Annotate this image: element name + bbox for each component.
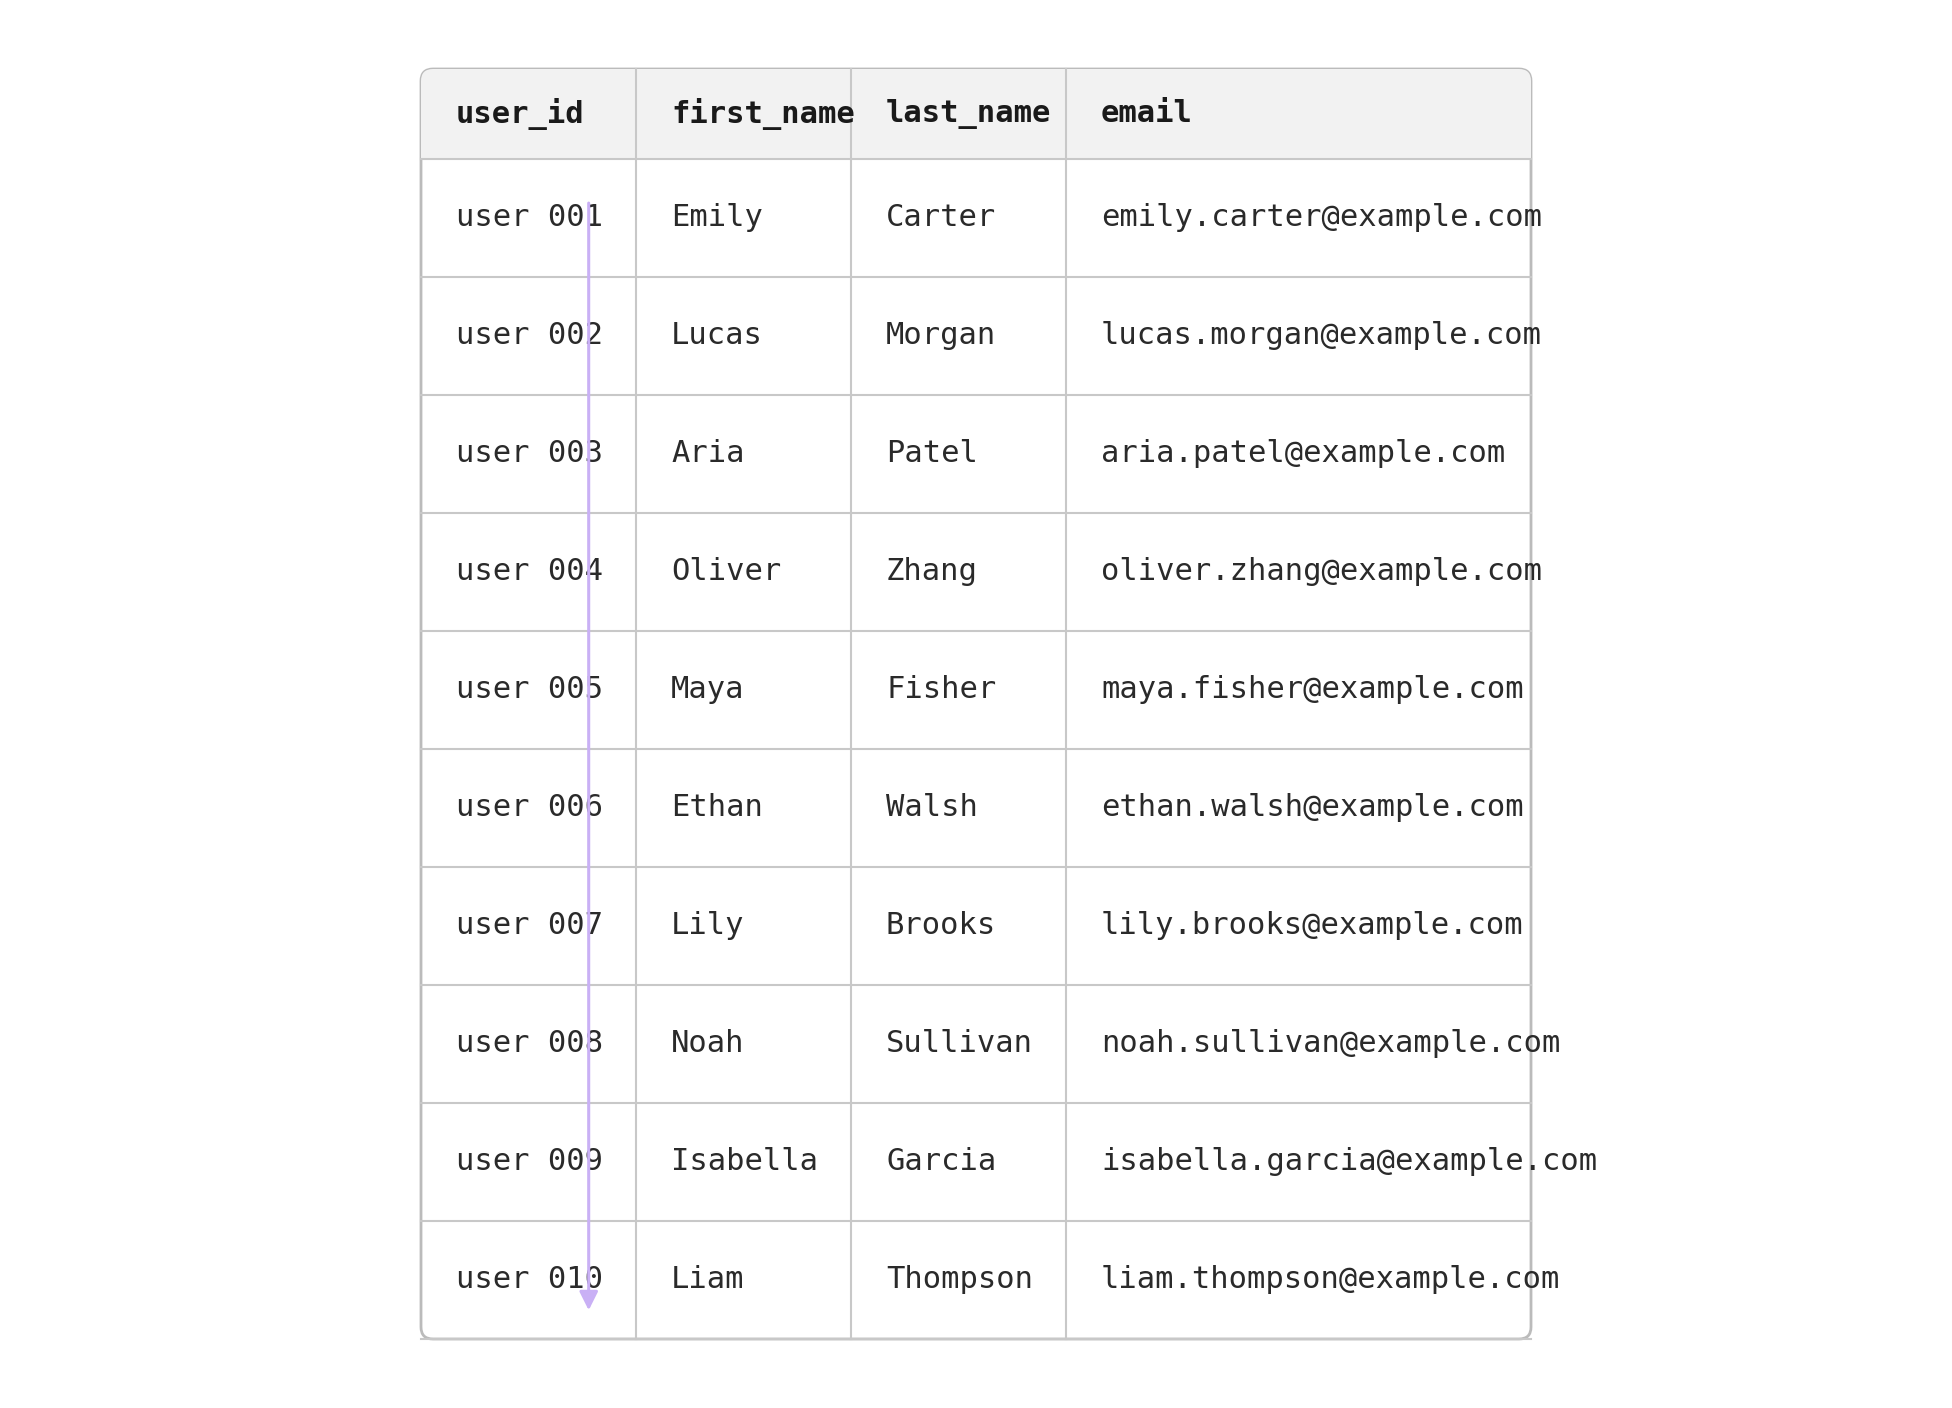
Text: Morgan: Morgan: [886, 321, 996, 351]
Text: Walsh: Walsh: [886, 794, 978, 822]
Text: user 005: user 005: [457, 676, 603, 704]
FancyBboxPatch shape: [422, 69, 1530, 1339]
Text: email: email: [1101, 100, 1193, 128]
Text: user 010: user 010: [457, 1266, 603, 1294]
Text: liam.thompson@example.com: liam.thompson@example.com: [1101, 1266, 1560, 1294]
Text: Maya: Maya: [671, 676, 744, 704]
Text: ethan.walsh@example.com: ethan.walsh@example.com: [1101, 794, 1525, 822]
Text: user 008: user 008: [457, 1029, 603, 1059]
Text: Liam: Liam: [671, 1266, 744, 1294]
Text: Zhang: Zhang: [886, 558, 978, 587]
Text: lily.brooks@example.com: lily.brooks@example.com: [1101, 911, 1525, 941]
Bar: [422, 114, 1530, 159]
Text: Brooks: Brooks: [886, 911, 996, 941]
Text: Isabella: Isabella: [671, 1148, 818, 1177]
Text: user 004: user 004: [457, 558, 603, 587]
Text: Emily: Emily: [671, 204, 763, 232]
Text: isabella.garcia@example.com: isabella.garcia@example.com: [1101, 1148, 1597, 1177]
Text: last_name: last_name: [886, 99, 1052, 130]
Text: Oliver: Oliver: [671, 558, 781, 587]
Text: user 001: user 001: [457, 204, 603, 232]
Text: user_id: user_id: [457, 99, 586, 130]
Text: Garcia: Garcia: [886, 1148, 996, 1177]
Text: emily.carter@example.com: emily.carter@example.com: [1101, 204, 1542, 232]
Text: Patel: Patel: [886, 439, 978, 469]
Text: Sullivan: Sullivan: [886, 1029, 1033, 1059]
Text: user 009: user 009: [457, 1148, 603, 1177]
Text: Aria: Aria: [671, 439, 744, 469]
Text: Lucas: Lucas: [671, 321, 763, 351]
Text: maya.fisher@example.com: maya.fisher@example.com: [1101, 676, 1525, 704]
Text: user 002: user 002: [457, 321, 603, 351]
Text: first_name: first_name: [671, 99, 855, 130]
Text: Ethan: Ethan: [671, 794, 763, 822]
Text: oliver.zhang@example.com: oliver.zhang@example.com: [1101, 558, 1542, 587]
FancyBboxPatch shape: [422, 69, 1530, 159]
Text: user 006: user 006: [457, 794, 603, 822]
Text: aria.patel@example.com: aria.patel@example.com: [1101, 439, 1505, 469]
Text: user 003: user 003: [457, 439, 603, 469]
Text: lucas.morgan@example.com: lucas.morgan@example.com: [1101, 321, 1542, 351]
Text: Noah: Noah: [671, 1029, 744, 1059]
Text: Carter: Carter: [886, 204, 996, 232]
Text: Fisher: Fisher: [886, 676, 996, 704]
Text: Lily: Lily: [671, 911, 744, 941]
Text: user 007: user 007: [457, 911, 603, 941]
Text: Thompson: Thompson: [886, 1266, 1033, 1294]
Text: noah.sullivan@example.com: noah.sullivan@example.com: [1101, 1029, 1560, 1059]
